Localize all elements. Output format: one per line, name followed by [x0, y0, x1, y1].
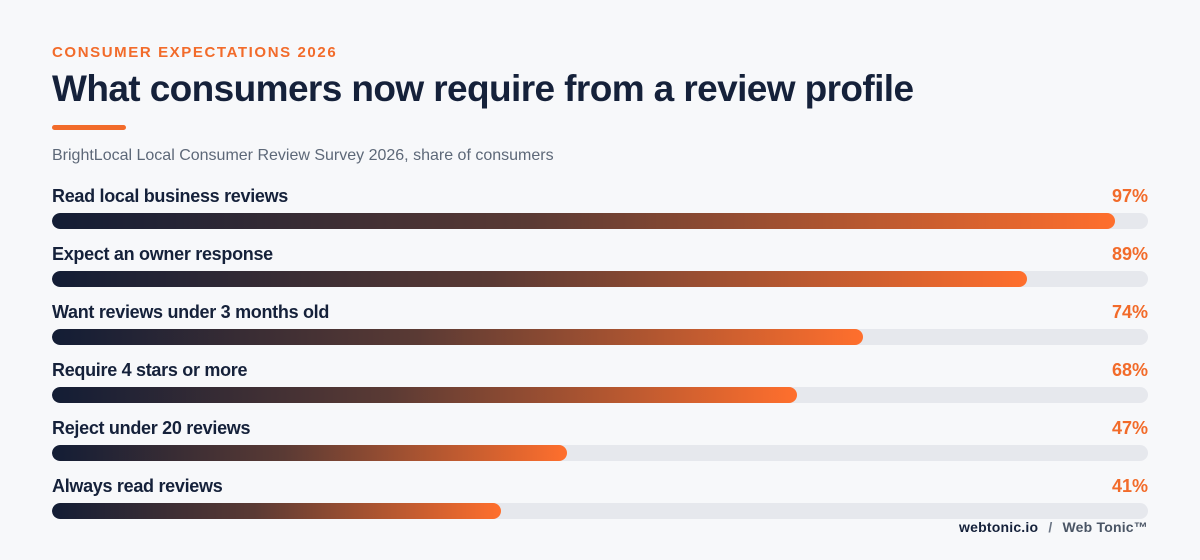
bar-fill [52, 271, 1028, 287]
bar-track [52, 445, 1148, 461]
page-title: What consumers now require from a review… [52, 68, 914, 109]
bar-label: Read local business reviews [52, 186, 289, 206]
bar-row: Require 4 stars or more 68% [52, 358, 1148, 416]
bar-label: Always read reviews [52, 476, 223, 496]
title-accent-rule [52, 125, 126, 130]
bar-value-label: 97% [1111, 186, 1148, 206]
chart-card: CONSUMER EXPECTATIONS 2026 What consumer… [52, 0, 1148, 560]
bar-fill [52, 503, 502, 519]
bar-track [52, 213, 1148, 229]
bar-value-label: 41% [1111, 476, 1148, 496]
bar-value-label: 68% [1111, 360, 1148, 380]
kicker-label: CONSUMER EXPECTATIONS 2026 [52, 44, 338, 61]
bar-rows: Read local business reviews 97% Expect an … [52, 184, 1148, 532]
footer-separator: / [1048, 519, 1053, 535]
bar-fill [52, 387, 798, 403]
bar-label: Expect an owner response [52, 244, 273, 264]
bar-row: Expect an owner response 89% [52, 242, 1148, 300]
bar-value-label: 74% [1111, 302, 1148, 322]
bar-fill [52, 213, 1116, 229]
bar-row: Reject under 20 reviews 47% [52, 416, 1148, 474]
chart-subtitle: BrightLocal Local Consumer Review Survey… [52, 147, 554, 164]
bar-row: Want reviews under 3 months old 74% [52, 300, 1148, 358]
bar-fill [52, 445, 568, 461]
bar-label: Require 4 stars or more [52, 360, 248, 380]
bar-row: Always read reviews 41% [52, 474, 1148, 532]
footer-credit: webtonic.io / Web Tonic™ [959, 519, 1148, 535]
bar-track [52, 503, 1148, 519]
bar-value-label: 89% [1111, 244, 1148, 264]
bar-value-label: 47% [1111, 418, 1148, 438]
footer-brand: Web Tonic™ [1062, 519, 1148, 535]
bar-track [52, 387, 1148, 403]
bar-track [52, 271, 1148, 287]
bar-row: Read local business reviews 97% [52, 184, 1148, 242]
bar-track [52, 329, 1148, 345]
bar-label: Want reviews under 3 months old [52, 302, 330, 322]
footer-site: webtonic.io [959, 519, 1039, 535]
bar-fill [52, 329, 864, 345]
bar-label: Reject under 20 reviews [52, 418, 251, 438]
